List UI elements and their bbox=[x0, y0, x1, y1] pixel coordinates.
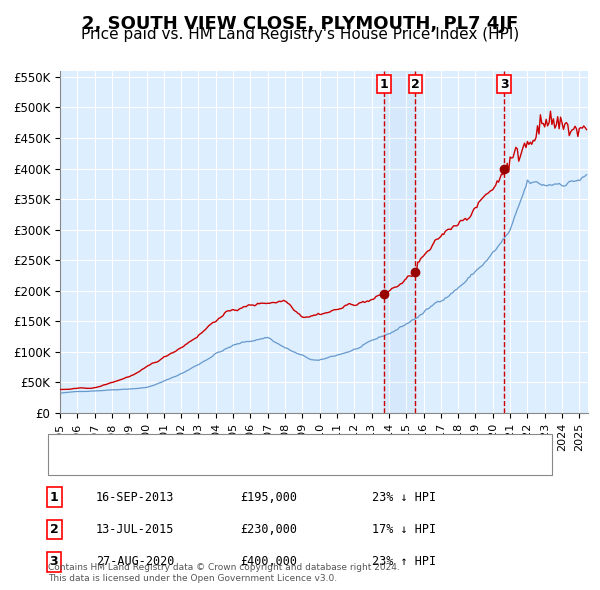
Text: 23% ↓ HPI: 23% ↓ HPI bbox=[372, 490, 436, 504]
Text: 2, SOUTH VIEW CLOSE, PLYMOUTH, PL7 4JF: 2, SOUTH VIEW CLOSE, PLYMOUTH, PL7 4JF bbox=[82, 15, 518, 33]
Bar bbox=[384, 71, 415, 413]
Text: 13-JUL-2015: 13-JUL-2015 bbox=[96, 523, 175, 536]
Text: 3: 3 bbox=[500, 78, 509, 91]
Text: Price paid vs. HM Land Registry's House Price Index (HPI): Price paid vs. HM Land Registry's House … bbox=[81, 27, 519, 41]
Text: Contains HM Land Registry data © Crown copyright and database right 2024.: Contains HM Land Registry data © Crown c… bbox=[48, 563, 400, 572]
Text: 2: 2 bbox=[50, 523, 58, 536]
Text: 27-AUG-2020: 27-AUG-2020 bbox=[96, 555, 175, 569]
Text: 17% ↓ HPI: 17% ↓ HPI bbox=[372, 523, 436, 536]
Text: 16-SEP-2013: 16-SEP-2013 bbox=[96, 490, 175, 504]
Text: HPI: Average price, detached house, City of Plymouth: HPI: Average price, detached house, City… bbox=[90, 460, 370, 470]
Text: 2: 2 bbox=[411, 78, 420, 91]
Text: £400,000: £400,000 bbox=[240, 555, 297, 569]
Text: £230,000: £230,000 bbox=[240, 523, 297, 536]
Text: 3: 3 bbox=[50, 555, 58, 569]
Text: 1: 1 bbox=[380, 78, 388, 91]
Text: 1: 1 bbox=[50, 490, 58, 504]
Text: £195,000: £195,000 bbox=[240, 490, 297, 504]
Text: 2, SOUTH VIEW CLOSE, PLYMOUTH, PL7 4JF (detached house): 2, SOUTH VIEW CLOSE, PLYMOUTH, PL7 4JF (… bbox=[90, 440, 408, 450]
Text: 23% ↑ HPI: 23% ↑ HPI bbox=[372, 555, 436, 569]
Text: This data is licensed under the Open Government Licence v3.0.: This data is licensed under the Open Gov… bbox=[48, 574, 337, 583]
